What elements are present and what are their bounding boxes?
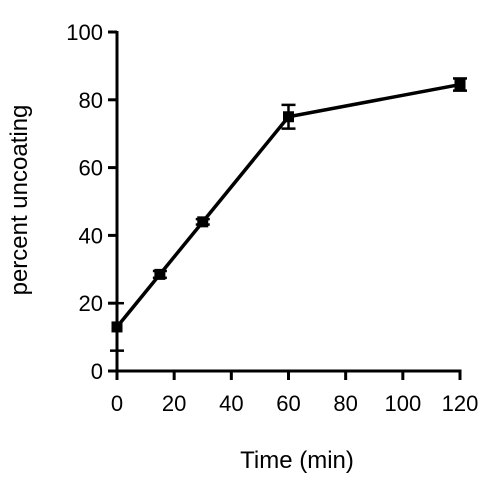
x-tick-label: 60 xyxy=(276,391,300,416)
x-tick-label: 20 xyxy=(162,391,186,416)
data-point xyxy=(283,111,294,123)
x-tick-label: 0 xyxy=(111,391,123,416)
y-tick-label: 0 xyxy=(91,359,103,384)
data-point xyxy=(111,321,123,333)
series-layer xyxy=(110,77,467,352)
y-tick-label: 80 xyxy=(79,88,103,113)
data-point xyxy=(154,268,166,280)
x-tick-label: 120 xyxy=(442,391,479,416)
data-point xyxy=(197,216,209,228)
x-tick-label: 80 xyxy=(333,391,357,416)
y-tick-label: 60 xyxy=(79,156,103,181)
data-point xyxy=(454,79,466,91)
x-ticks: 0 20 40 60 80 100 120 xyxy=(111,371,478,416)
y-tick-label: 20 xyxy=(79,291,103,316)
y-tick-label: 40 xyxy=(79,223,103,248)
x-tick-label: 40 xyxy=(219,391,243,416)
y-tick-label: 100 xyxy=(66,20,103,45)
y-axis-label: percent uncoating xyxy=(6,105,33,296)
x-tick-label: 100 xyxy=(384,391,421,416)
axes: 0 20 40 60 80 100 0 20 40 60 80 100 120 xyxy=(66,20,478,416)
x-axis-label: Time (min) xyxy=(240,447,354,474)
y-ticks: 0 20 40 60 80 100 xyxy=(66,20,117,384)
